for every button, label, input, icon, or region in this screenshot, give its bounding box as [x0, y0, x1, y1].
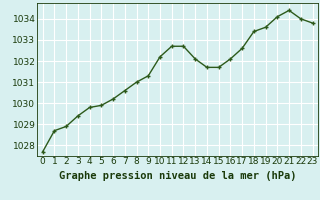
X-axis label: Graphe pression niveau de la mer (hPa): Graphe pression niveau de la mer (hPa): [59, 171, 296, 181]
